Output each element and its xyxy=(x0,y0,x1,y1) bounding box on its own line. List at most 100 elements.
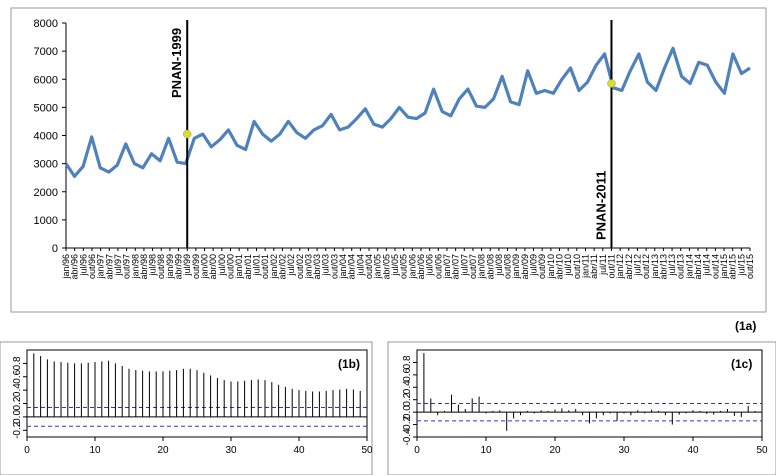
x-tick-label: abr/11 xyxy=(589,254,599,279)
x-tick-label: jan/01 xyxy=(234,254,244,280)
x-tick-label: jul/00 xyxy=(217,254,227,277)
x-tick-label: out/02 xyxy=(295,254,305,279)
x-tick-label: jan/96 xyxy=(61,254,71,280)
y-tick-label: 0.0 xyxy=(402,405,413,419)
panel-1c-label: (1c) xyxy=(731,357,752,371)
event-label: PNAN-1999 xyxy=(169,28,184,98)
x-tick-label: jul/08 xyxy=(494,254,504,277)
event-marker xyxy=(182,129,192,139)
x-tick-label: out/08 xyxy=(503,254,513,279)
series-line xyxy=(64,46,751,178)
x-tick-label: abr/06 xyxy=(416,254,426,280)
x-tick-label: jan/14 xyxy=(684,254,694,280)
x-tick-label: abr/01 xyxy=(243,254,253,280)
x-tick-label: out/12 xyxy=(641,254,651,279)
x-tick-label: jan/12 xyxy=(615,254,625,280)
x-tick-label: abr/14 xyxy=(693,254,703,280)
y-tick-label: 0.0 xyxy=(12,410,23,424)
x-tick-label: jan/05 xyxy=(373,254,383,280)
x-tick-label: jul/11 xyxy=(598,254,608,276)
x-tick-label: abr/03 xyxy=(312,254,322,280)
x-tick-label: out/99 xyxy=(191,254,201,279)
x-tick-label: jan/06 xyxy=(407,254,417,280)
y-tick-label: -0.4 xyxy=(402,428,413,446)
y-tick-label: -0.2 xyxy=(12,421,23,439)
y-tick-label: 6000 xyxy=(34,74,58,86)
x-tick-label: jul/01 xyxy=(251,254,261,277)
panel-1a-label: (1a) xyxy=(735,319,756,333)
x-tick-label: jan/13 xyxy=(650,254,660,280)
y-tick-label: 7000 xyxy=(34,46,58,58)
x-tick-label: abr/96 xyxy=(70,254,80,280)
x-tick-label: abr/07 xyxy=(451,254,461,280)
x-tick-label: jul/97 xyxy=(113,254,123,277)
x-tick-label: jul/02 xyxy=(286,254,296,277)
x-tick-label: out/06 xyxy=(433,254,443,279)
x-tick-label: 20 xyxy=(157,445,169,456)
panel-1c-frame xyxy=(387,341,776,475)
x-tick-label: jan/98 xyxy=(130,254,140,280)
x-tick-label: out/96 xyxy=(87,254,97,279)
x-tick-label: out/14 xyxy=(710,254,720,279)
panel-1a-frame xyxy=(10,7,767,313)
x-tick-label: out/00 xyxy=(226,254,236,279)
x-tick-label: 40 xyxy=(293,445,305,456)
x-tick-label: jul/98 xyxy=(148,254,158,277)
x-tick-label: out/13 xyxy=(676,254,686,279)
x-tick-label: abr/04 xyxy=(347,254,357,280)
y-tick-label: 8000 xyxy=(34,18,58,30)
x-tick-label: abr/98 xyxy=(139,254,149,280)
x-tick-label: out/11 xyxy=(606,254,616,278)
x-tick-label: jan/09 xyxy=(511,254,521,280)
x-tick-label: out/97 xyxy=(122,254,132,279)
y-tick-label: 2000 xyxy=(34,187,58,199)
x-tick-label: jul/06 xyxy=(425,254,435,277)
y-tick-label: 5000 xyxy=(34,102,58,114)
x-tick-label: jan/03 xyxy=(303,254,313,280)
y-tick-label: 4000 xyxy=(34,131,58,143)
x-tick-label: abr/97 xyxy=(104,254,114,280)
x-tick-label: jul/09 xyxy=(529,254,539,277)
y-tick-label: 0.8 xyxy=(12,356,23,370)
x-tick-label: jul/15 xyxy=(736,254,746,277)
x-tick-label: jul/99 xyxy=(182,254,192,277)
x-tick-label: abr/09 xyxy=(520,254,530,280)
x-tick-label: jan/10 xyxy=(546,254,556,280)
y-tick-label: 0.4 xyxy=(12,383,23,397)
x-tick-label: 10 xyxy=(480,445,492,456)
x-tick-label: 50 xyxy=(756,445,768,456)
x-tick-label: out/10 xyxy=(572,254,582,279)
event-label: PNAN-2011 xyxy=(593,171,608,240)
panel-1a: 010002000300040005000600070008000jan/96a… xyxy=(34,18,755,280)
x-tick-label: 30 xyxy=(225,445,237,456)
x-tick-label: out/09 xyxy=(537,254,547,279)
x-tick-label: abr/15 xyxy=(728,254,738,280)
x-tick-label: 0 xyxy=(414,445,420,456)
y-tick-label: 0.6 xyxy=(402,367,413,381)
x-tick-label: jul/07 xyxy=(459,254,469,277)
x-tick-label: jan/11 xyxy=(580,254,590,279)
y-tick-label: 0.2 xyxy=(402,392,413,406)
plot-box xyxy=(416,349,763,438)
x-tick-label: jul/96 xyxy=(78,254,88,277)
x-tick-label: jul/10 xyxy=(563,254,573,277)
y-tick-label: 3000 xyxy=(34,159,58,171)
event-marker xyxy=(607,79,616,88)
x-tick-label: jul/12 xyxy=(632,254,642,277)
x-tick-label: jan/08 xyxy=(477,254,487,280)
x-tick-label: 50 xyxy=(361,445,373,456)
x-tick-label: jul/14 xyxy=(702,254,712,277)
panel-1b-label: (1b) xyxy=(338,357,360,371)
x-tick-label: 10 xyxy=(89,445,101,456)
x-tick-label: out/05 xyxy=(399,254,409,279)
panel-1b-frame xyxy=(0,341,373,475)
x-tick-label: abr/02 xyxy=(277,254,287,280)
x-tick-label: abr/05 xyxy=(381,254,391,280)
y-tick-label: -0.2 xyxy=(402,416,413,434)
x-tick-label: jul/04 xyxy=(355,254,365,277)
x-tick-label: jan/02 xyxy=(269,254,279,280)
x-tick-label: jan/15 xyxy=(719,254,729,280)
x-tick-label: jan/00 xyxy=(200,254,210,280)
x-tick-label: out/15 xyxy=(745,254,755,279)
